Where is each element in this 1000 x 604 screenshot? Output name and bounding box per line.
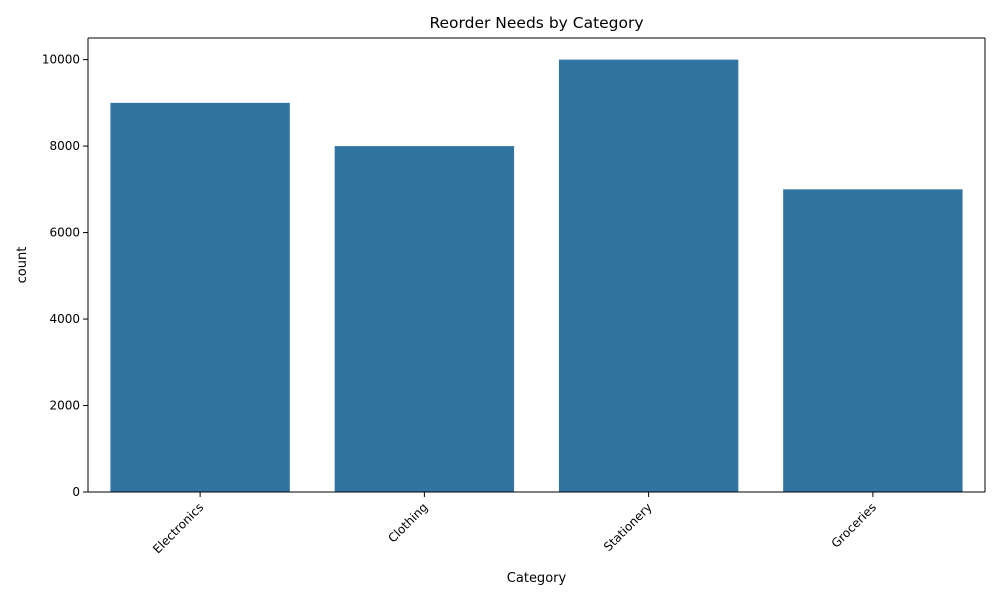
chart-title: Reorder Needs by Category: [429, 14, 643, 32]
bars-layer: [110, 59, 963, 493]
x-axis-label: Category: [507, 571, 567, 586]
y-tick-label: 6000: [49, 226, 80, 240]
bar-stationery: [558, 59, 739, 492]
y-tick-label: 2000: [49, 399, 80, 413]
y-axis-label: count: [15, 247, 30, 284]
bar-groceries: [783, 189, 963, 493]
y-tick-label: 10000: [42, 53, 80, 67]
y-tick-label: 0: [72, 485, 80, 499]
axes-layer: [87, 37, 986, 493]
x-tick-label-electronics: Electronics: [150, 500, 206, 556]
x-tick-label-stationery: Stationery: [601, 500, 655, 554]
x-ticks: Electronics Clothing Stationery Groceries: [150, 492, 879, 556]
bar-electronics: [110, 102, 290, 492]
y-tick-label: 4000: [49, 312, 80, 326]
y-ticks: 0 2000 4000 6000 8000 10000: [42, 53, 88, 499]
bar-clothing: [334, 146, 515, 492]
y-tick-label: 8000: [49, 139, 80, 153]
x-tick-label-clothing: Clothing: [385, 500, 430, 545]
x-tick-label-groceries: Groceries: [829, 500, 879, 550]
